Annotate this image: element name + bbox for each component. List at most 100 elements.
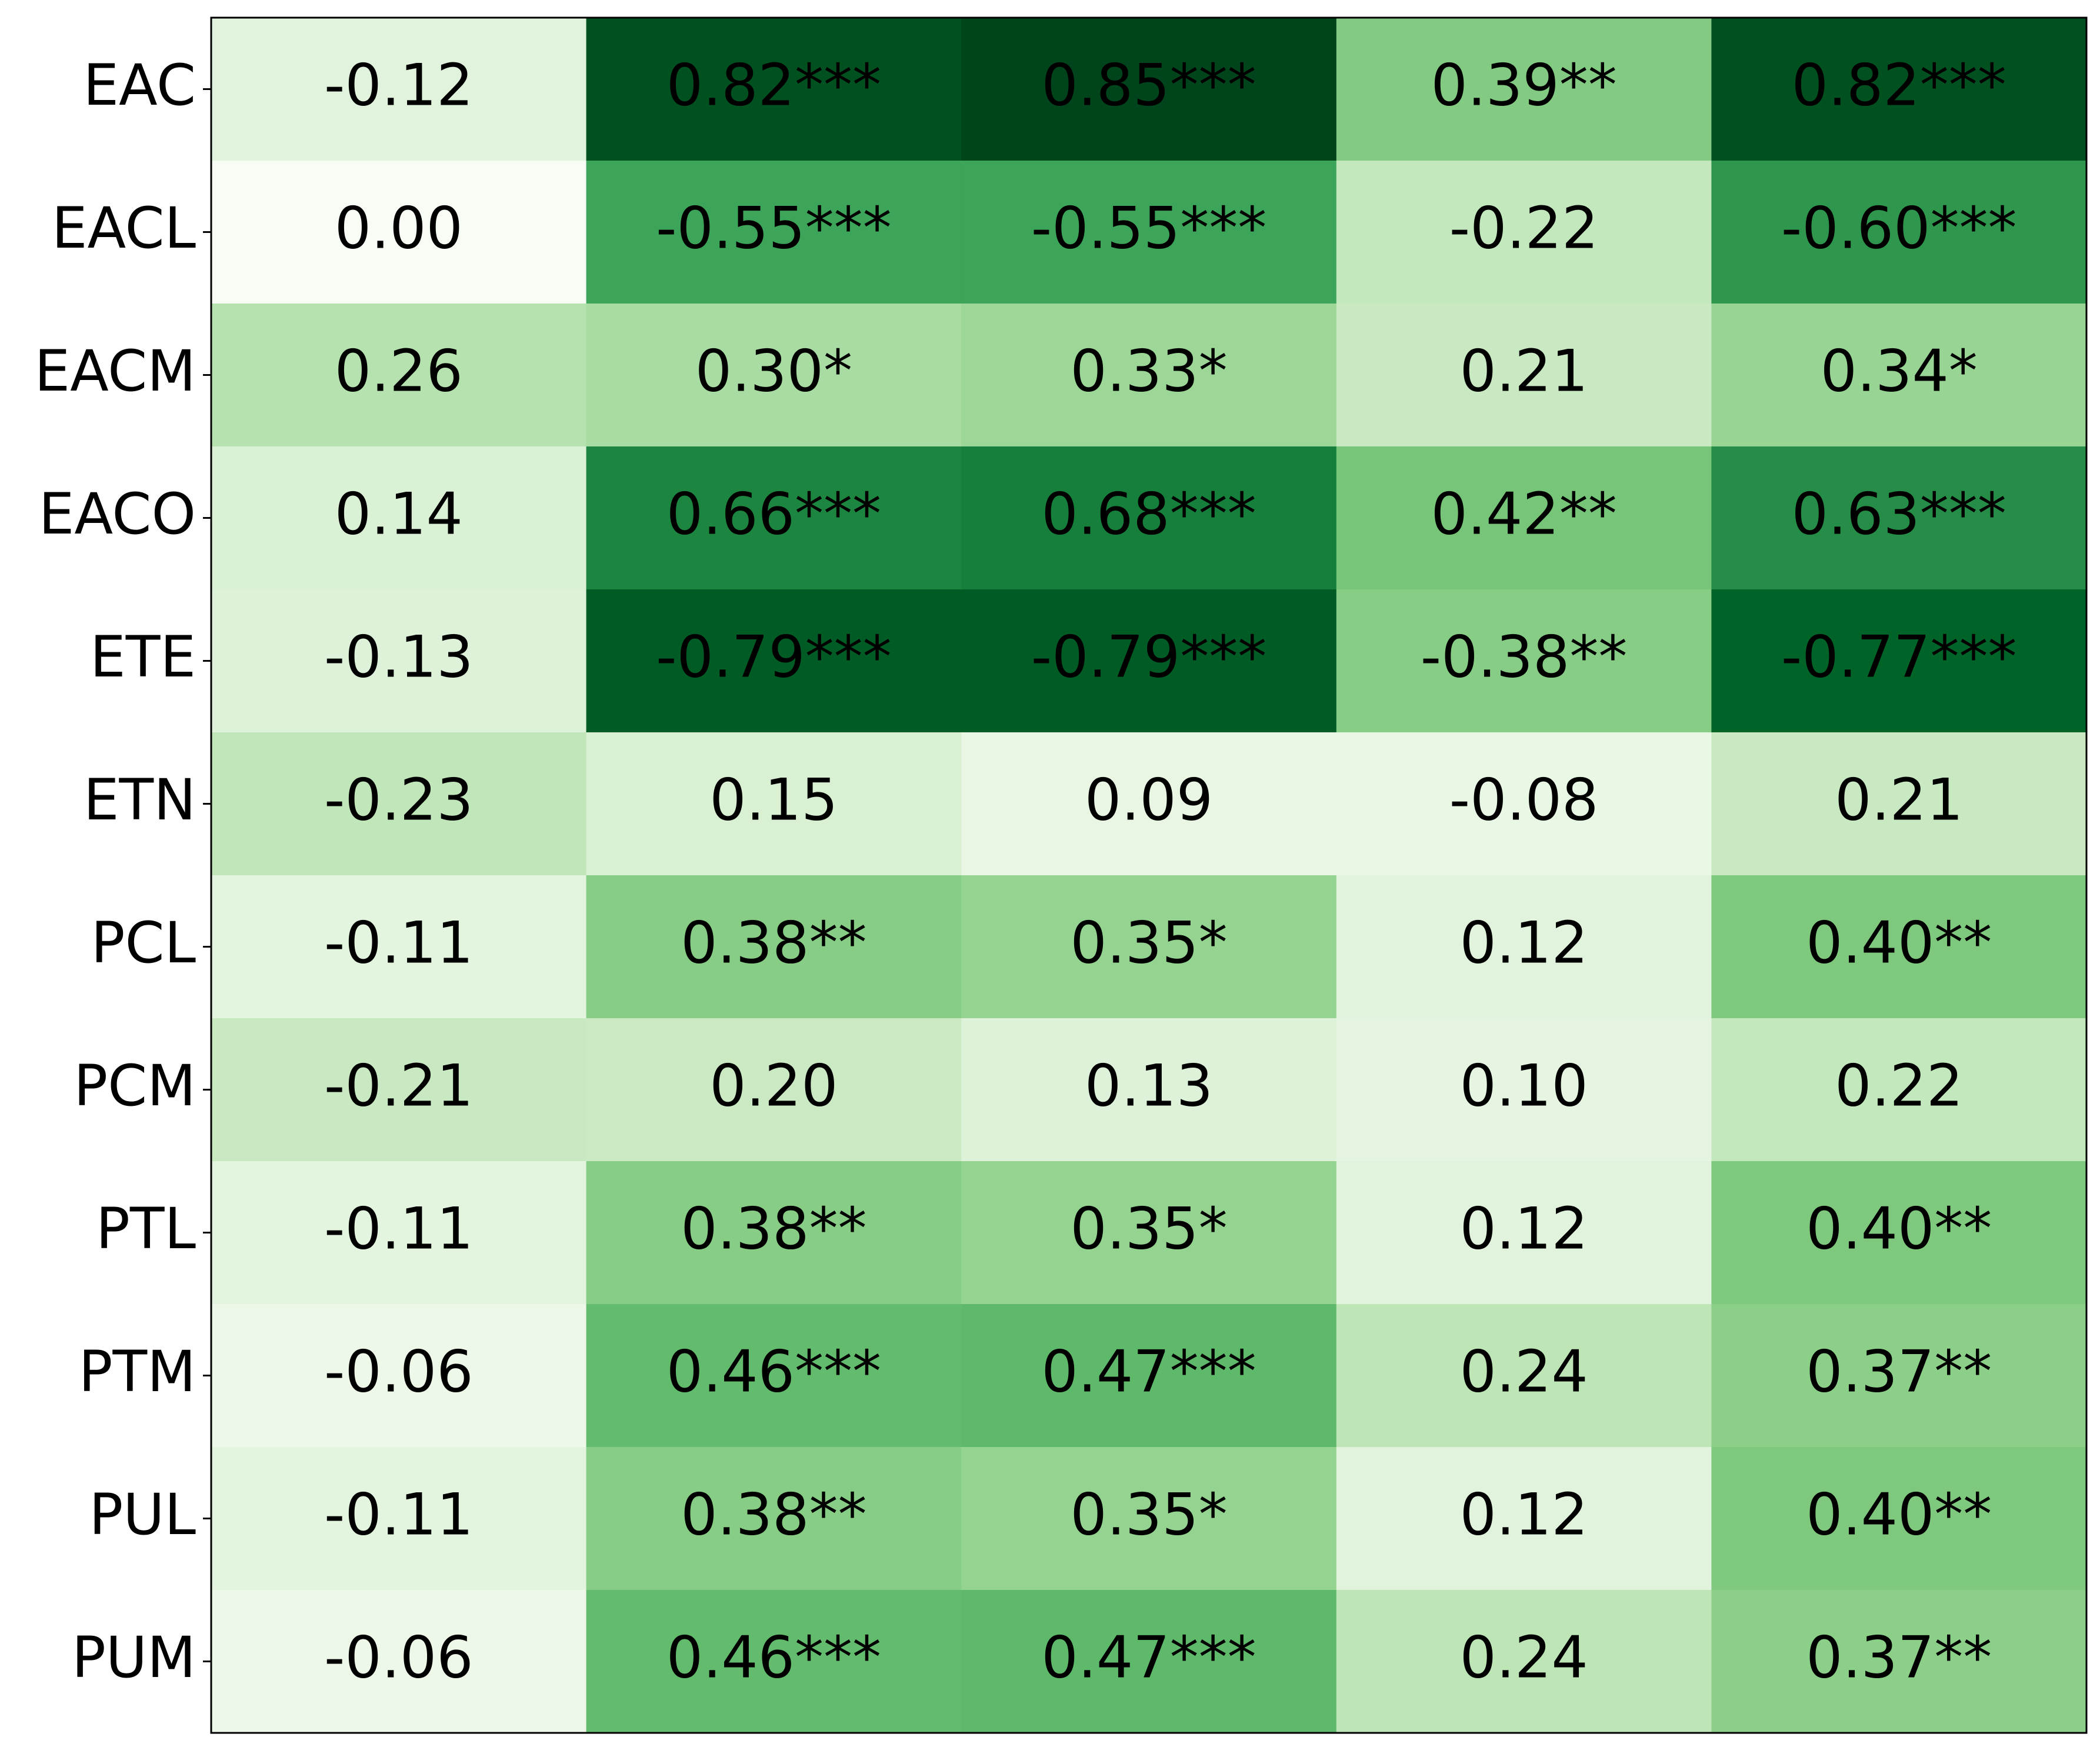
cell-label: 0.09 — [1085, 766, 1213, 834]
cell-label: -0.38** — [1421, 624, 1628, 691]
cell-label: 0.10 — [1459, 1052, 1588, 1119]
cell — [211, 1018, 587, 1162]
cell-label: 0.66*** — [666, 481, 881, 548]
cell-label: 0.37** — [1806, 1338, 1992, 1405]
cell — [1711, 304, 2087, 447]
cell — [586, 1161, 962, 1305]
cell — [961, 446, 1337, 590]
cell — [211, 1161, 587, 1305]
cell-label: 0.12 — [1459, 909, 1588, 976]
cell — [1711, 1590, 2087, 1733]
cell — [961, 1447, 1337, 1591]
cell — [211, 446, 587, 590]
cell — [961, 875, 1337, 1019]
cell-label: -0.11 — [324, 1481, 474, 1548]
cell-label: 0.40** — [1806, 1195, 1992, 1262]
cell-label: 0.12 — [1459, 1195, 1588, 1262]
cell — [586, 589, 962, 733]
cell-label: 0.15 — [709, 766, 838, 834]
cell-label: 0.22 — [1835, 1052, 1963, 1119]
cell-label: 0.24 — [1459, 1624, 1588, 1691]
cell — [1711, 732, 2087, 876]
cell-label: 0.13 — [1085, 1052, 1213, 1119]
cell — [961, 161, 1337, 304]
y-tick-label: PTM — [79, 1339, 196, 1405]
cell-label: 0.21 — [1835, 766, 1963, 834]
cell-label: 0.14 — [335, 481, 463, 548]
cell — [211, 1304, 587, 1448]
cell-label: 0.00 — [335, 195, 463, 262]
cell — [961, 304, 1337, 447]
cell — [211, 1447, 587, 1591]
cell — [586, 304, 962, 447]
cell — [1336, 732, 1712, 876]
cell-label: -0.22 — [1449, 195, 1599, 262]
cell — [961, 18, 1337, 161]
cell-label: 0.46*** — [666, 1624, 881, 1691]
y-tick-label: ETE — [90, 624, 196, 690]
cell — [961, 1590, 1337, 1733]
cell — [1711, 1304, 2087, 1448]
cell-label: 0.82*** — [1792, 52, 2006, 119]
cell-label: -0.55*** — [656, 195, 892, 262]
cell — [1711, 589, 2087, 733]
cell-label: -0.06 — [324, 1338, 474, 1405]
cell-label: 0.42** — [1431, 481, 1616, 548]
cell-label: -0.79*** — [1031, 624, 1267, 691]
y-tick-label: PUL — [89, 1482, 196, 1548]
cell — [961, 589, 1337, 733]
cell-label: -0.13 — [324, 624, 474, 691]
cell — [1711, 446, 2087, 590]
cell — [211, 18, 587, 161]
cell — [961, 1161, 1337, 1305]
cell-label: 0.85*** — [1041, 52, 1256, 119]
cell — [211, 732, 587, 876]
cell-label: 0.33* — [1070, 338, 1227, 405]
y-tick-label: EACM — [35, 338, 196, 404]
y-tick-label: PCL — [91, 910, 196, 976]
cell — [1336, 161, 1712, 304]
plot-frame — [210, 16, 2088, 1734]
cell — [586, 1304, 962, 1448]
cell-label: 0.20 — [709, 1052, 838, 1119]
cell-label: 0.34* — [1821, 338, 1978, 405]
y-tick-label: EACL — [52, 195, 196, 261]
cell — [1336, 1447, 1712, 1591]
cell-label: 0.21 — [1459, 338, 1588, 405]
cell — [1336, 1018, 1712, 1162]
cell-label: 0.39** — [1431, 52, 1616, 119]
cell-label: 0.38** — [681, 909, 866, 976]
cell-label: 0.40** — [1806, 1481, 1992, 1548]
cell-label: -0.21 — [324, 1052, 474, 1119]
cell — [961, 732, 1337, 876]
cell — [211, 875, 587, 1019]
cell-label: 0.24 — [1459, 1338, 1588, 1405]
cell-label: -0.79*** — [656, 624, 892, 691]
cell — [1336, 304, 1712, 447]
cell — [586, 1590, 962, 1733]
cell — [1711, 1161, 2087, 1305]
cell-label: -0.11 — [324, 1195, 474, 1262]
cell-label: 0.47*** — [1041, 1624, 1256, 1691]
y-tick-label: PUM — [72, 1625, 196, 1691]
cell-label: -0.23 — [324, 766, 474, 834]
cell — [1711, 161, 2087, 304]
cell — [1711, 1018, 2087, 1162]
cell-label: 0.38** — [681, 1195, 866, 1262]
cell-label: -0.11 — [324, 909, 474, 976]
cell-label: 0.47*** — [1041, 1338, 1256, 1405]
cell — [586, 18, 962, 161]
cell — [586, 1018, 962, 1162]
cell-label: -0.06 — [324, 1624, 474, 1691]
cell — [211, 161, 587, 304]
cell-label: 0.30* — [695, 338, 852, 405]
cell — [1336, 18, 1712, 161]
cell — [1336, 1590, 1712, 1733]
cell — [1336, 446, 1712, 590]
y-tick-label: EAC — [83, 52, 196, 118]
cell — [1336, 1304, 1712, 1448]
cell-label: 0.12 — [1459, 1481, 1588, 1548]
cell-label: 0.68*** — [1041, 481, 1256, 548]
